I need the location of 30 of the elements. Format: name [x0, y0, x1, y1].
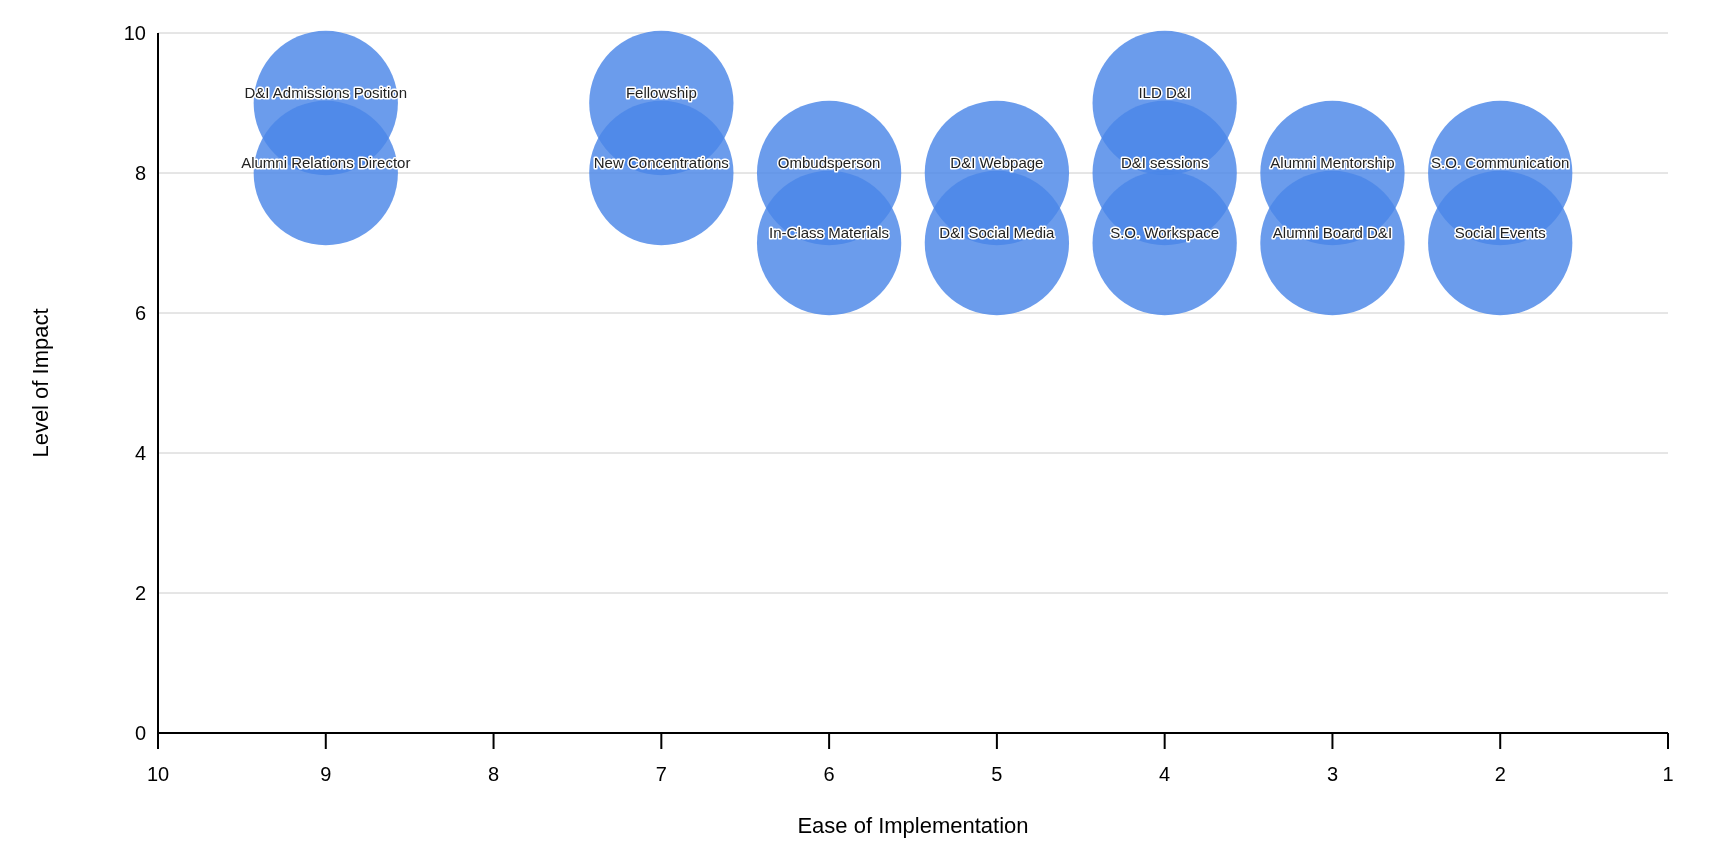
x-tick-label: 8 [487, 763, 500, 785]
x-tick-label: 6 [823, 763, 835, 785]
annotation: D&I sessions [1120, 154, 1209, 171]
x-tick-label: 9 [320, 763, 332, 785]
y-tick-label: 0 [134, 722, 146, 744]
annotation: D&I Social Media [939, 224, 1056, 241]
annotation: Social Events [1454, 224, 1546, 241]
annotation: Alumni Board D&I [1272, 224, 1393, 241]
annotation: D&I Webpage [950, 154, 1044, 171]
annotation: S.O. Communication [1431, 154, 1570, 171]
x-axis-title: Ease of Implementation [797, 813, 1029, 838]
annotation: Fellowship [625, 84, 697, 101]
x-tick-label: 1 [1662, 763, 1674, 785]
annotation: In-Class Materials [769, 224, 890, 241]
x-tick-label: 2 [1494, 763, 1506, 785]
y-axis-title: Level of Impact [28, 308, 53, 458]
y-tick-label: 4 [134, 442, 146, 464]
annotation: Ombudsperson [777, 154, 881, 171]
y-tick-label: 6 [134, 302, 146, 324]
y-tick-label: 10 [123, 22, 146, 44]
x-tick-label: 4 [1159, 763, 1171, 785]
annotation: New Concentrations [593, 154, 729, 171]
annotation: ILD D&I [1138, 84, 1191, 101]
annotation: Alumni Mentorship [1270, 154, 1395, 171]
y-tick-label: 2 [134, 582, 146, 604]
x-tick-label: 7 [655, 763, 667, 785]
annotation: S.O. Workspace [1110, 224, 1220, 241]
x-tick-label: 3 [1326, 763, 1339, 785]
y-tick-label: 8 [134, 162, 146, 184]
x-tick-label: 5 [991, 763, 1003, 785]
